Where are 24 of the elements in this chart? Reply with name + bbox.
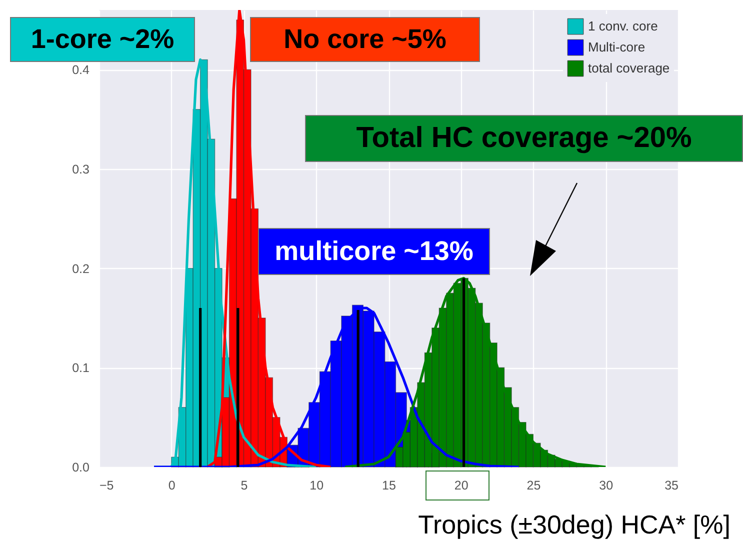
x-tick-label: 5: [240, 478, 248, 492]
y-tick-label: 0.2: [72, 262, 90, 276]
callout-box: No core ~5%: [250, 17, 480, 62]
x-tick-label: 25: [526, 478, 541, 492]
y-tick-label: 0.4: [72, 63, 90, 78]
line-series: [344, 276, 607, 467]
callout-box: 1-core ~2%: [10, 17, 195, 62]
y-tick-label: 0.3: [72, 162, 90, 176]
legend-label: 1 conv. core: [588, 18, 658, 34]
y-tick-label: 0.0: [72, 460, 90, 474]
callout-box: Total HC coverage ~20%: [305, 115, 743, 162]
legend-label: Multi-core: [588, 40, 646, 54]
y-tick-label: 0.1: [72, 361, 90, 376]
callout-box: multicore ~13%: [258, 228, 490, 275]
legend-label: total coverage: [588, 60, 670, 76]
x-tick-label: 0: [168, 478, 176, 492]
x-tick-label: 35: [664, 478, 679, 492]
line-series: [152, 306, 520, 467]
x-axis-title: Tropics (±30deg) HCA* [%]: [418, 510, 730, 540]
x-tick-label: 10: [310, 478, 324, 492]
x-tick-label: 15: [382, 478, 396, 492]
x-tick-label: 20: [454, 478, 468, 492]
x-tick-label: −5: [100, 478, 114, 492]
x-tick-label: 30: [599, 478, 614, 492]
